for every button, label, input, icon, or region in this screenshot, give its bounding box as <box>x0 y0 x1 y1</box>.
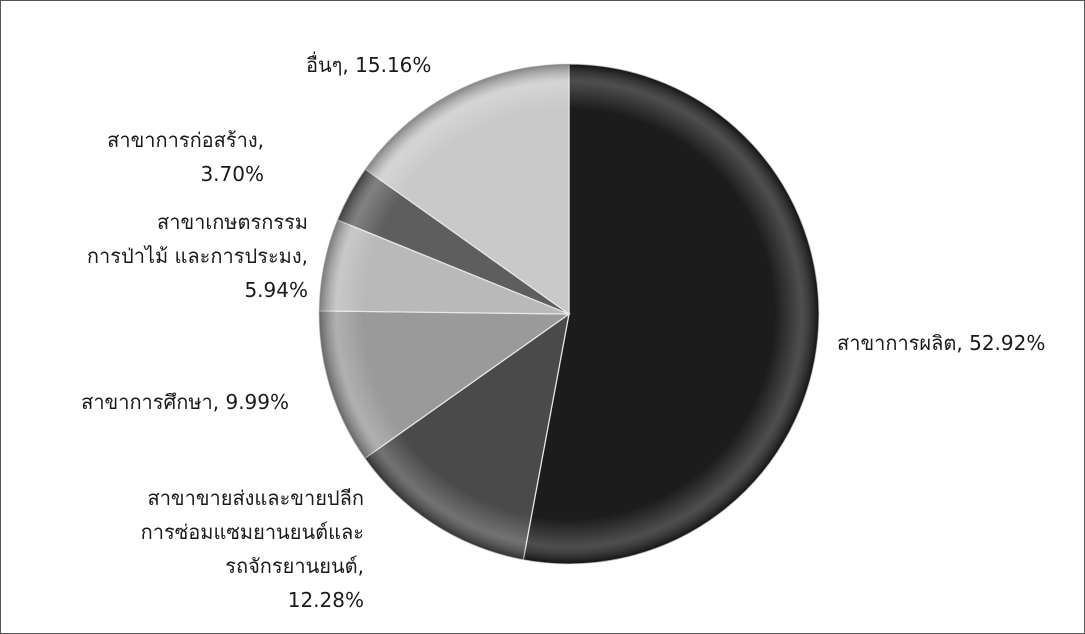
label-construction: สาขาการก่อสร้าง, 3.70% <box>107 128 264 186</box>
pie-bevel-highlight <box>319 64 819 564</box>
label-others: อื่นๆ, 15.16% <box>306 53 432 77</box>
label-agriculture: สาขาเกษตรกรรม การป่าไม้ และการประมง, 5.9… <box>86 210 308 302</box>
label-manufacturing: สาขาการผลิต, 52.92% <box>837 331 1046 355</box>
label-wholesale-retail: สาขาขายส่งและขายปลีก การซ่อมแซมยานยนต์แล… <box>140 486 364 612</box>
label-education: สาขาการศึกษา, 9.99% <box>81 390 289 414</box>
